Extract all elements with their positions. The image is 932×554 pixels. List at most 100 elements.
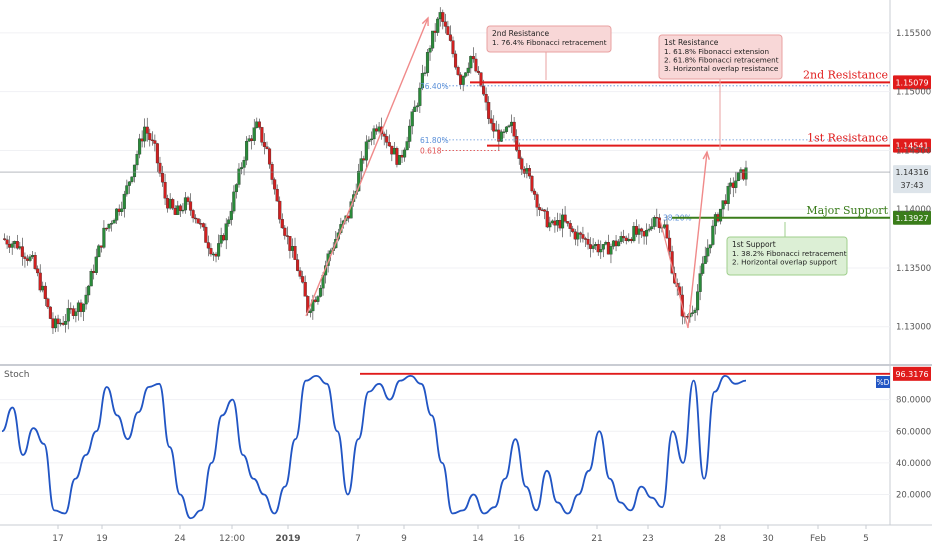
candle-body — [571, 228, 575, 232]
candle-body — [10, 243, 14, 248]
candle-body — [53, 318, 58, 329]
candle-body — [285, 235, 289, 237]
candle-body — [647, 228, 651, 231]
candle-body — [362, 158, 366, 161]
annotation-title: 1st Resistance — [664, 38, 719, 47]
price-tick-label: 1.15500 — [896, 29, 931, 39]
candle-body — [459, 74, 463, 85]
candle-body — [204, 226, 208, 243]
candle-body — [566, 221, 570, 224]
panel-separator — [0, 364, 932, 366]
candle-body — [237, 168, 241, 185]
price-tick-label: 1.13000 — [896, 323, 931, 333]
candle-body — [2, 238, 7, 240]
candle-body — [43, 285, 47, 299]
candle-body — [183, 197, 188, 211]
time-tick-label: 17 — [52, 534, 63, 544]
candle-body — [652, 217, 656, 227]
candle-body — [97, 245, 101, 258]
candle-body — [515, 136, 519, 151]
candle-body — [466, 67, 470, 73]
candle-body — [655, 217, 659, 219]
candle-body — [576, 232, 580, 240]
candle-body — [690, 312, 695, 314]
candle-body — [367, 139, 371, 142]
candle-body — [489, 118, 493, 124]
fib-anchor-line — [659, 219, 689, 329]
candle-body — [163, 182, 167, 199]
candle-body — [538, 207, 542, 210]
candle-body — [622, 236, 626, 239]
price-tag-major_support — [893, 210, 931, 225]
candle-body — [232, 191, 236, 212]
current-price-tag — [893, 165, 931, 194]
candle-body — [8, 244, 12, 248]
candle-body — [645, 230, 649, 237]
candle-body — [504, 126, 509, 132]
time-tick-label: 28 — [714, 534, 726, 544]
candle-body — [265, 146, 269, 149]
candle-body — [196, 218, 200, 224]
candle-body — [13, 241, 17, 244]
price-tick-label: 1.13500 — [896, 264, 931, 274]
price-tick-label: 1.15000 — [896, 88, 931, 98]
candle-body — [535, 194, 539, 208]
candle-body — [563, 214, 567, 222]
candle-body — [69, 308, 73, 310]
candle-body — [15, 241, 19, 249]
candle-body — [604, 242, 608, 245]
candle-body — [150, 139, 154, 142]
price-tick-label: 1.14000 — [896, 205, 931, 215]
candle-body — [56, 318, 60, 325]
stoch-tick-label: 20.0000 — [896, 491, 931, 501]
candle-body — [583, 238, 588, 240]
candle-body — [125, 185, 129, 195]
candle-body — [703, 255, 707, 264]
candle-body — [46, 298, 50, 308]
candle-body — [247, 138, 251, 142]
candle-body — [377, 126, 381, 132]
candle-body — [201, 223, 205, 228]
candle-body — [410, 111, 414, 127]
candle-body — [668, 237, 672, 252]
candle-body — [140, 138, 144, 142]
candle-body — [135, 154, 139, 166]
candle-body — [102, 227, 106, 248]
candle-body — [405, 141, 409, 151]
candle-body — [71, 308, 75, 316]
candle-body — [617, 241, 621, 247]
candle-body — [293, 246, 297, 260]
stoch-marker-text: 96.3176 — [895, 370, 928, 379]
candle-body — [158, 162, 162, 174]
candle-body — [257, 121, 261, 128]
candle-body — [171, 199, 175, 209]
stoch-tick-label: 40.0000 — [896, 459, 931, 469]
candle-body — [280, 219, 284, 229]
candle-body — [662, 224, 667, 228]
candle-body — [36, 268, 40, 274]
candle-body — [581, 234, 585, 239]
candle-body — [122, 193, 126, 209]
candle-body — [558, 220, 562, 229]
time-tick-label: 21 — [591, 534, 602, 544]
time-tick-label: 2019 — [275, 534, 300, 544]
candle-body — [418, 87, 422, 106]
candle-body — [731, 182, 735, 188]
candle-body — [283, 227, 287, 236]
annotation-title: 1st Support — [732, 240, 776, 249]
candle-body — [502, 131, 506, 133]
candle-body — [548, 222, 552, 228]
time-tick-label: 5 — [863, 534, 869, 544]
candle-body — [408, 125, 412, 142]
candle-body — [160, 173, 165, 183]
annotation-box — [486, 25, 612, 53]
candle-body — [634, 226, 638, 235]
candle-body — [273, 179, 277, 190]
candle-body — [545, 211, 549, 228]
candle-body — [148, 133, 152, 141]
candle-body — [721, 200, 725, 210]
annotation-line: 1. 61.8% Fibonacci extension — [664, 47, 769, 56]
candle-body — [107, 223, 111, 229]
candle-body — [387, 142, 391, 147]
